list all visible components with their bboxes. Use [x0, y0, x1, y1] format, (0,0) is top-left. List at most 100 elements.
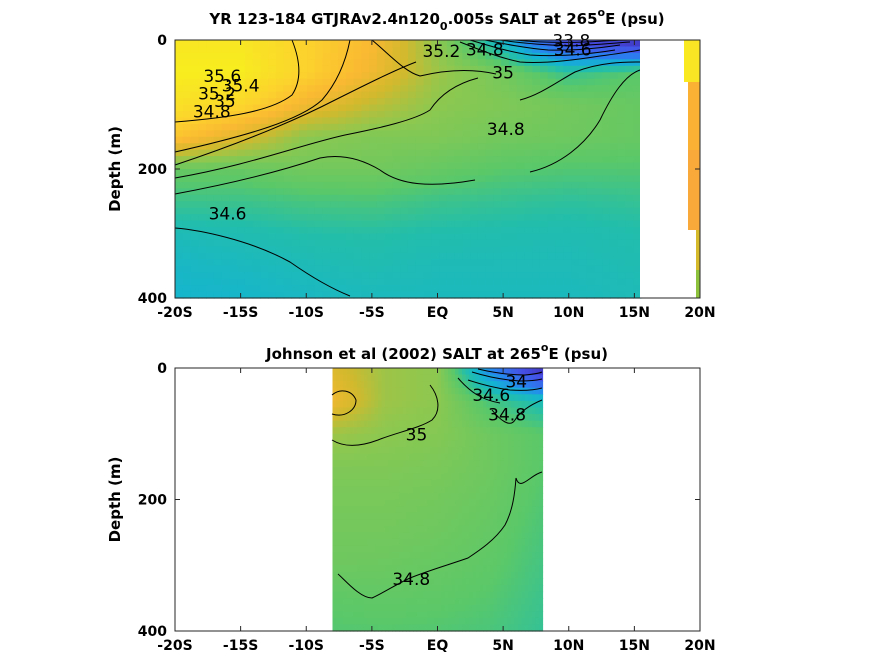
- field-cell: [213, 59, 223, 67]
- field-cell: [350, 427, 355, 435]
- field-cell: [322, 149, 331, 157]
- field-cell: [244, 143, 254, 151]
- field-cell: [472, 479, 477, 487]
- field-cell: [322, 104, 331, 112]
- field-cell: [539, 387, 544, 395]
- field-cell: [493, 259, 502, 267]
- field-cell: [423, 188, 432, 196]
- field-cell: [518, 591, 523, 599]
- field-cell: [507, 584, 512, 593]
- field-cell: [237, 175, 246, 183]
- field-cell: [360, 558, 365, 566]
- contour-line: [471, 371, 543, 382]
- field-cell: [508, 207, 518, 215]
- field-cell: [439, 162, 448, 170]
- field-cell: [477, 143, 487, 151]
- field-cell: [441, 433, 446, 441]
- field-cell: [500, 414, 505, 422]
- field-cell: [454, 194, 463, 202]
- field-cell: [521, 368, 526, 376]
- field-cell: [563, 156, 572, 164]
- field-cell: [395, 598, 400, 606]
- field-cell: [514, 387, 519, 395]
- field-cell: [364, 453, 369, 461]
- field-cell: [423, 453, 428, 461]
- field-cell: [472, 414, 477, 422]
- field-cell: [625, 85, 634, 93]
- field-cell: [350, 453, 355, 461]
- field-cell: [413, 368, 418, 376]
- field-cell: [371, 519, 376, 527]
- field-cell: [602, 162, 611, 170]
- field-cell: [617, 143, 627, 151]
- field-cell: [437, 558, 442, 566]
- field-cell: [514, 604, 519, 612]
- field-cell: [439, 52, 448, 60]
- field-cell: [521, 486, 526, 494]
- field-cell: [472, 460, 477, 468]
- field-cell: [539, 538, 544, 547]
- field-cell: [406, 466, 411, 474]
- field-cell: [486, 433, 491, 441]
- field-cell: [458, 506, 463, 514]
- field-cell: [409, 506, 414, 514]
- field-cell: [586, 117, 595, 125]
- field-cell: [415, 78, 425, 86]
- field-cell: [633, 52, 642, 60]
- field-cell: [511, 558, 516, 566]
- field-cell: [563, 117, 572, 125]
- field-cell: [213, 188, 223, 196]
- contour-line: [331, 384, 439, 446]
- field-cell: [547, 110, 557, 118]
- field-cell: [182, 149, 192, 157]
- field-cell: [343, 512, 348, 520]
- field-cell: [229, 85, 238, 93]
- field-cell: [578, 110, 588, 118]
- field-cell: [381, 479, 386, 487]
- field-cell: [345, 78, 355, 86]
- field-cell: [563, 59, 572, 67]
- x-tick-label: 15N: [619, 305, 650, 321]
- field-cell: [402, 512, 407, 520]
- field-cell: [388, 414, 393, 422]
- field-cell: [528, 617, 533, 626]
- field-cell: [563, 285, 572, 293]
- field-cell: [539, 143, 549, 151]
- field-cell: [395, 381, 400, 389]
- field-cell: [413, 611, 418, 619]
- y-axis-label: Depth (m): [106, 457, 124, 543]
- y-tick-label: 200: [138, 493, 167, 509]
- field-cell: [441, 427, 446, 435]
- field-cell: [571, 143, 580, 151]
- field-cell: [407, 104, 417, 112]
- field-cell: [625, 252, 634, 260]
- field-cell: [469, 558, 474, 566]
- field-cell: [462, 285, 471, 293]
- field-cell: [376, 136, 386, 144]
- field-cell: [441, 571, 446, 579]
- field-cell: [578, 40, 588, 48]
- field-cell: [477, 136, 487, 144]
- field-cell: [462, 565, 467, 573]
- field-cell: [594, 143, 603, 151]
- field-cell: [539, 207, 549, 215]
- field-cell: [260, 123, 269, 131]
- field-cell: [446, 110, 456, 118]
- field-cell: [571, 227, 580, 235]
- field-cell: [437, 400, 442, 409]
- field-cell: [441, 552, 446, 560]
- field-cell: [483, 591, 488, 599]
- field-cell: [357, 466, 362, 474]
- field-cell: [476, 473, 481, 481]
- field-cell: [451, 598, 456, 606]
- field-cell: [444, 414, 449, 422]
- field-cell: [602, 169, 611, 177]
- field-cell: [501, 78, 510, 86]
- field-cell: [198, 194, 207, 202]
- field-cell: [182, 272, 192, 280]
- field-cell: [415, 59, 425, 67]
- field-cell: [182, 278, 192, 286]
- field-cell: [528, 407, 533, 415]
- field-cell: [462, 473, 467, 481]
- field-cell: [338, 123, 347, 131]
